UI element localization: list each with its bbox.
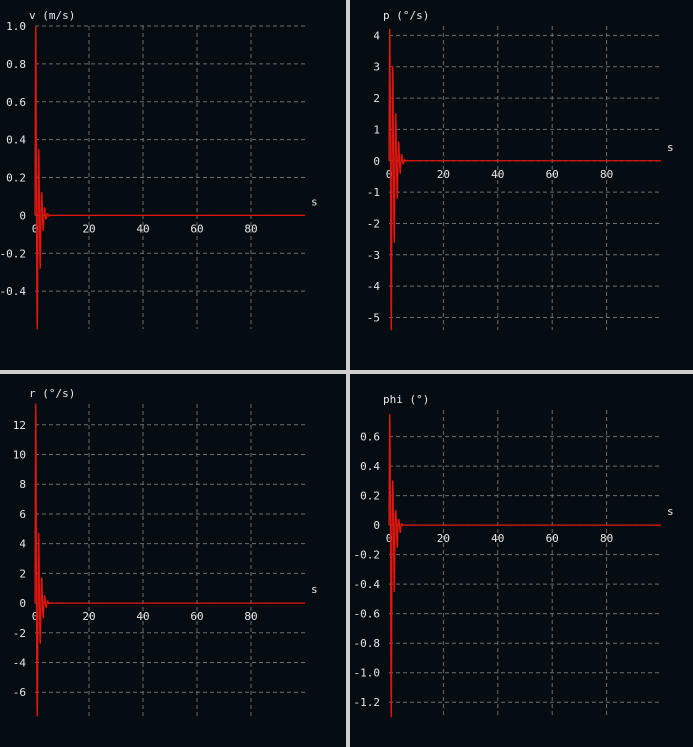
- y-tick-label: 0.8: [6, 58, 26, 71]
- x-tick-label: 20: [437, 532, 450, 545]
- y-tick-label: -0.6: [354, 608, 381, 621]
- x-tick-label: 40: [136, 222, 149, 235]
- y-tick-label: 0.6: [6, 96, 26, 109]
- y-tick-label: 3: [373, 61, 380, 74]
- x-tick-label: 0: [386, 168, 393, 181]
- y-tick-label: 0.4: [6, 134, 26, 147]
- y-tick-label: 0.2: [6, 172, 26, 185]
- y-tick-label: -4: [13, 657, 27, 670]
- y-tick-label: -1.2: [354, 696, 381, 709]
- series-line-v: [34, 25, 305, 330]
- axis-title-phi: phi (°): [383, 393, 429, 406]
- y-tick-label: -0.4: [354, 578, 381, 591]
- y-tick-label: -2: [367, 217, 380, 230]
- x-tick-label: 20: [437, 168, 450, 181]
- y-tick-label: -0.2: [354, 549, 381, 562]
- x-tick-label: 0: [32, 610, 39, 623]
- y-tick-label: -0.4: [0, 285, 26, 298]
- series-line-r: [34, 403, 305, 717]
- axis-title-v: v (m/s): [29, 9, 75, 22]
- y-tick-label: 0.4: [360, 460, 380, 473]
- series-line-phi: [388, 413, 661, 718]
- y-tick-label: 0: [19, 597, 26, 610]
- x-tick-label: 40: [491, 532, 504, 545]
- panel-v: 1.0 0.8 0.6 0.4 0.2 0 -0.2 -0.4 0 20 40 60 80 v (m/s)…: [0, 0, 346, 370]
- y-tick-label: 1.0: [6, 20, 26, 33]
- y-tick-label: 6: [19, 508, 26, 521]
- panel-p: 4 3 2 1 0 -1 -2 -3 -4 -5 0 20 40 60 80 p (°/s) s: [350, 0, 693, 370]
- y-tick-label: 0.6: [360, 431, 380, 444]
- y-tick-label: -0.2: [0, 247, 26, 260]
- y-tick-label: -0.8: [354, 637, 381, 650]
- y-tick-label: 2: [19, 567, 26, 580]
- x-tick-label: 0: [32, 222, 39, 235]
- series-line-p: [388, 28, 661, 331]
- y-tick-label: 8: [19, 478, 26, 491]
- x-tick-label: 40: [491, 168, 504, 181]
- x-axis-label-phi: s: [667, 505, 674, 518]
- x-tick-label: 60: [190, 222, 203, 235]
- x-tick-label: 0: [386, 532, 393, 545]
- axis-title-r: r (°/s): [29, 387, 75, 400]
- y-tick-label: -5: [367, 311, 380, 324]
- x-axis-label-v: s: [311, 195, 318, 208]
- y-tick-label: 12: [13, 419, 26, 432]
- y-tick-label: -6: [13, 686, 26, 699]
- axis-title-p: p (°/s): [383, 9, 429, 22]
- x-tick-label: 80: [600, 168, 613, 181]
- y-tick-label: -2: [13, 627, 26, 640]
- y-tick-label: 4: [373, 29, 380, 42]
- chart-phi: 0.6 0.4 0.2 0 -0.2 -0.4 -0.6 -0.8 -1.0 -1.2 0 20 40 6…: [354, 393, 674, 718]
- y-tick-label: -4: [367, 280, 381, 293]
- x-tick-label: 40: [136, 610, 149, 623]
- x-tick-label: 80: [244, 610, 257, 623]
- chart-p: 4 3 2 1 0 -1 -2 -3 -4 -5 0 20 40 60 80 p (°/s) s: [367, 9, 674, 331]
- x-tick-label: 80: [244, 222, 257, 235]
- y-tick-label: -3: [367, 249, 380, 262]
- panel-phi: 0.6 0.4 0.2 0 -0.2 -0.4 -0.6 -0.8 -1.0 -1.2 0 20 40 6…: [350, 374, 693, 747]
- y-tick-label: 2: [373, 92, 380, 105]
- y-tick-label: 0: [19, 209, 26, 222]
- y-tick-label: -1.0: [354, 667, 381, 680]
- x-tick-label: 60: [546, 532, 559, 545]
- chart-v: 1.0 0.8 0.6 0.4 0.2 0 -0.2 -0.4 0 20 40 60 80 v (m/s)…: [0, 9, 318, 330]
- x-tick-label: 20: [82, 610, 95, 623]
- y-tick-label: 0: [373, 519, 380, 532]
- y-tick-label: 1: [373, 123, 380, 136]
- y-tick-label: 4: [19, 538, 26, 551]
- x-axis-label-p: s: [667, 141, 674, 154]
- y-tick-label: 0: [373, 155, 380, 168]
- x-tick-label: 60: [546, 168, 559, 181]
- x-tick-label: 60: [190, 610, 203, 623]
- x-axis-label-r: s: [311, 583, 318, 596]
- x-tick-label: 80: [600, 532, 613, 545]
- y-tick-label: 10: [13, 449, 26, 462]
- panel-r: 12 10 8 6 4 2 0 -2 -4 -6 0 20 40 60 80 r (°/s) s: [0, 374, 346, 747]
- y-tick-label: -1: [367, 186, 380, 199]
- y-tick-label: 0.2: [360, 490, 380, 503]
- x-tick-label: 20: [82, 222, 95, 235]
